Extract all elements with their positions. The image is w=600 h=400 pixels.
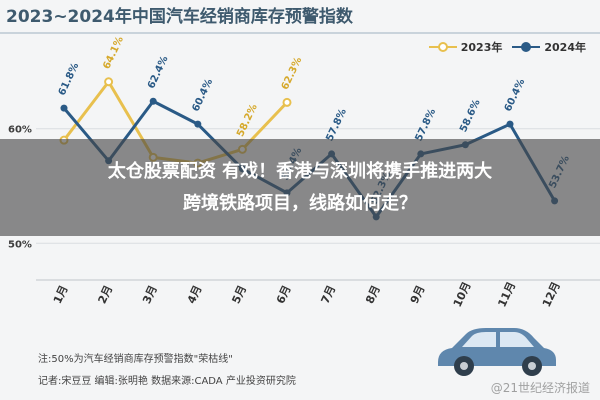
x-tick-label: 10月 [451, 280, 474, 309]
point-2024 [60, 104, 68, 112]
point-2024 [149, 97, 157, 105]
point-2024 [506, 120, 514, 128]
legend-item-2023: 2023年 [428, 39, 503, 55]
point-2024 [194, 120, 202, 128]
x-tick-label: 6月 [274, 283, 294, 305]
headline-line-2: 跨境铁路项目，线路如何走？ [183, 192, 417, 214]
y-tick-label: 60% [8, 125, 32, 136]
x-tick-label: 8月 [363, 283, 383, 305]
point-2023 [282, 97, 292, 107]
data-label: 64.1% [101, 35, 126, 71]
x-tick-label: 1月 [51, 283, 71, 305]
legend-swatch-2023 [428, 42, 457, 52]
footnote-note: 注:50%为汽车经销商库存预警指数"荣枯线" [38, 354, 233, 365]
headline-line-1: 太仓股票配资 有戏！香港与深圳将携手推进两大 [107, 160, 493, 182]
data-label: 57.8% [414, 107, 439, 143]
x-tick-label: 4月 [185, 283, 205, 305]
title-divider [0, 32, 600, 34]
point-2023 [104, 77, 114, 87]
x-tick-label: 3月 [140, 283, 160, 305]
x-tick-label: 7月 [319, 283, 339, 305]
data-label: 61.8% [57, 61, 82, 97]
x-tick-label: 9月 [408, 283, 428, 305]
legend-label-2024: 2024年 [544, 41, 586, 54]
car-icon [438, 328, 556, 376]
legend-label-2023: 2023年 [460, 41, 503, 54]
data-label: 57.8% [324, 107, 349, 143]
data-label: 60.4% [503, 77, 528, 113]
watermark: @21世纪经济报道 [490, 381, 590, 395]
data-label: 60.4% [191, 77, 216, 113]
footnote-credits: 记者:宋豆豆 编辑:张明艳 数据来源:CADA 产业投资研究院 [38, 376, 296, 387]
legend-item-2024: 2024年 [512, 39, 586, 55]
legend-swatch-2024 [512, 42, 541, 52]
data-label: 62.3% [280, 56, 305, 92]
data-label: 62.4% [146, 54, 171, 90]
y-tick-label: 50% [8, 239, 32, 250]
x-tick-label: 11月 [495, 280, 518, 309]
chart-legend: 2023年 2024年 [428, 38, 586, 56]
x-tick-label: 5月 [229, 283, 249, 305]
headline-overlay: 太仓股票配资 有戏！香港与深圳将携手推进两大 跨境铁路项目，线路如何走？ [0, 139, 600, 236]
x-tick-label: 12月 [540, 280, 563, 309]
x-tick-label: 2月 [96, 283, 116, 305]
chart-title: 2023~2024年中国汽车经销商库存预警指数 [6, 7, 353, 27]
